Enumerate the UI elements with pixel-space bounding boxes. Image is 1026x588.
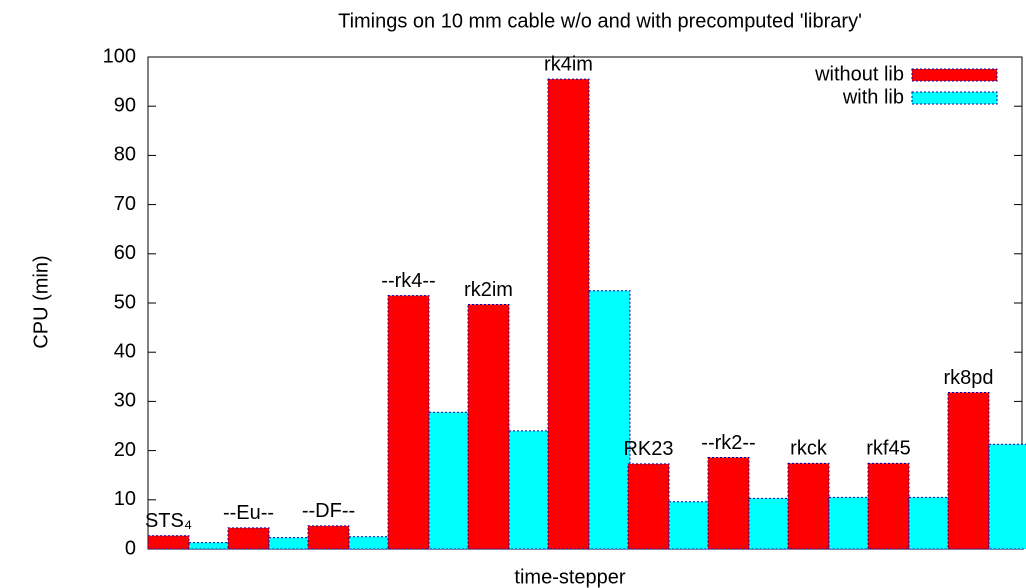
bar	[268, 537, 311, 550]
bar-label: rk4im	[544, 53, 593, 75]
y-tick-label: 50	[114, 291, 136, 313]
bar	[467, 303, 510, 550]
bar	[787, 462, 830, 550]
y-axis-label: CPU (min)	[30, 255, 52, 348]
y-tick-label: 20	[114, 439, 136, 461]
bar	[387, 295, 430, 550]
legend-label: with lib	[842, 86, 904, 108]
y-tick-label: 60	[114, 242, 136, 264]
bar-label: rkf45	[866, 438, 910, 460]
bar-label: --rk4--	[381, 270, 435, 292]
y-tick-label: 80	[114, 144, 136, 166]
bar	[307, 525, 350, 550]
bar	[828, 496, 871, 550]
legend-swatch	[911, 91, 998, 105]
bar	[988, 443, 1026, 550]
x-axis-label: time-stepper	[514, 566, 625, 588]
legend-swatch	[911, 68, 998, 82]
chart-title: Timings on 10 mm cable w/o and with prec…	[338, 10, 862, 32]
y-tick-label: 30	[114, 390, 136, 412]
bar	[348, 536, 391, 550]
y-tick-label: 10	[114, 488, 136, 510]
bar	[867, 462, 910, 550]
bar	[227, 527, 270, 550]
bar	[147, 535, 190, 550]
bar-label: --rk2--	[701, 432, 755, 454]
y-tick-label: 90	[114, 94, 136, 116]
bar	[428, 411, 471, 550]
bar-label: rk2im	[464, 279, 513, 301]
bar	[707, 456, 750, 550]
legend-label: without lib	[814, 63, 904, 85]
bar-label: rkck	[790, 438, 828, 460]
bar-label: STS₄	[145, 510, 192, 532]
bar	[748, 497, 791, 550]
bar	[908, 496, 951, 550]
y-tick-label: 0	[125, 537, 136, 559]
bar	[588, 290, 631, 550]
bar	[947, 392, 990, 550]
bar	[627, 463, 670, 550]
y-tick-label: 100	[103, 45, 136, 67]
y-tick-label: 40	[114, 340, 136, 362]
bar-label: --Eu--	[223, 502, 274, 524]
bar-label: --DF--	[302, 500, 355, 522]
bar-label: rk8pd	[943, 367, 993, 389]
y-tick-label: 70	[114, 193, 136, 215]
bar	[188, 542, 231, 550]
bar	[547, 78, 590, 550]
bar	[668, 501, 711, 550]
bar-label: RK23	[623, 438, 673, 460]
bar	[508, 430, 551, 550]
